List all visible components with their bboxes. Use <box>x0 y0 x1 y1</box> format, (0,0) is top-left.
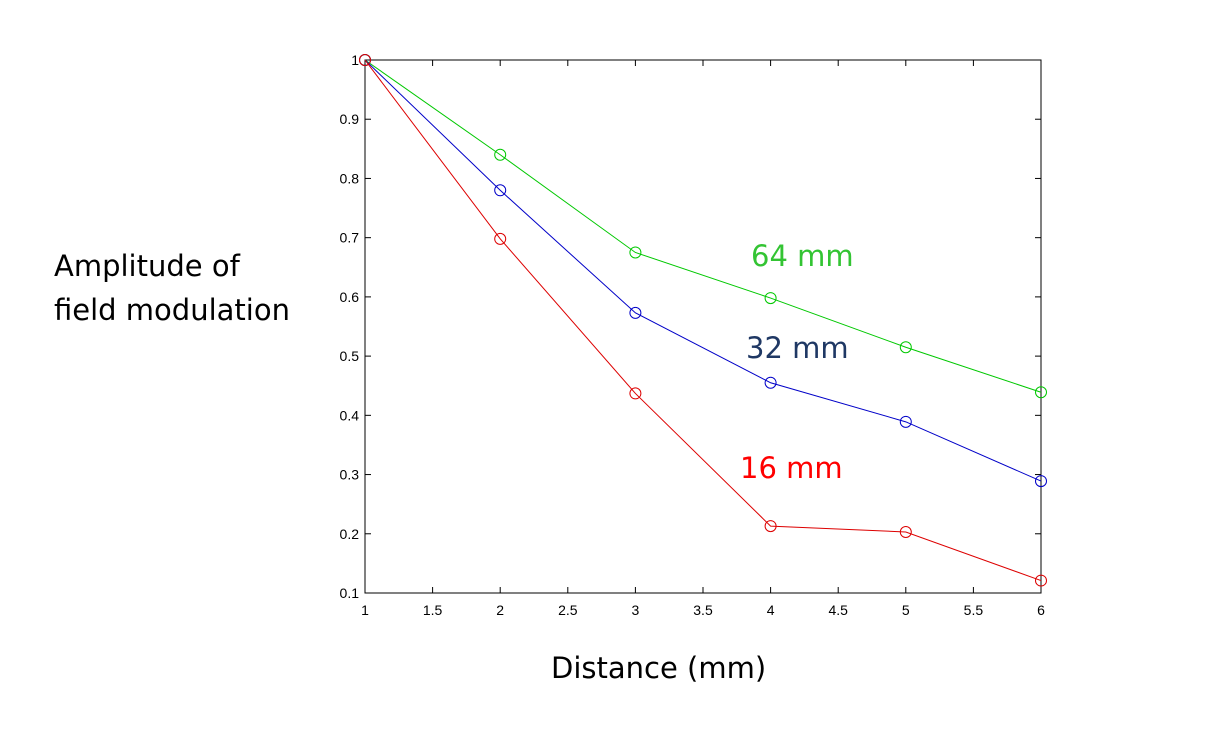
x-axis-title: Distance (mm) <box>551 651 767 685</box>
x-tick-label: 3 <box>632 602 640 618</box>
series-label-16mm: 16 mm <box>740 451 843 485</box>
data-point <box>764 292 777 305</box>
x-tick-label: 4 <box>767 602 775 618</box>
series-0 <box>359 54 1047 399</box>
data-point <box>899 341 912 354</box>
data-point <box>629 306 642 319</box>
series-line <box>364 59 1042 393</box>
series-label-64mm: 64 mm <box>751 239 854 273</box>
x-tick-label: 6 <box>1037 602 1045 618</box>
x-tick-label: 1 <box>361 602 369 618</box>
data-point <box>1035 475 1047 488</box>
data-point <box>359 54 371 66</box>
y-tick-label: 0.4 <box>340 407 360 423</box>
data-point <box>899 526 912 539</box>
x-tick-label: 2.5 <box>558 602 578 618</box>
y-tick-label: 0.6 <box>340 289 360 305</box>
y-tick-label: 0.5 <box>340 348 360 364</box>
series-2 <box>359 54 1047 587</box>
series-label-32mm: 32 mm <box>746 331 849 365</box>
x-tick-label: 2 <box>496 602 504 618</box>
y-tick-label: 0.7 <box>340 230 360 246</box>
y-tick-label: 0.3 <box>340 467 360 483</box>
data-point <box>629 246 642 259</box>
plot-area-frame <box>364 59 1042 594</box>
series-line <box>364 59 1042 482</box>
data-point <box>764 376 777 389</box>
y-tick-label: 1 <box>351 52 359 68</box>
x-tick-label: 5 <box>902 602 910 618</box>
data-point <box>494 184 507 197</box>
y-axis-title: Amplitude of field modulation <box>54 249 290 327</box>
series-1 <box>359 54 1047 488</box>
x-tick-label: 3.5 <box>693 602 713 618</box>
data-point <box>494 232 507 245</box>
data-point <box>1035 386 1047 399</box>
y-tick-label: 0.8 <box>340 170 360 186</box>
data-point <box>899 415 912 428</box>
x-tick-label: 4.5 <box>828 602 848 618</box>
data-point <box>629 387 642 400</box>
x-tick-label: 5.5 <box>964 602 984 618</box>
series-labels: 64 mm 32 mm 16 mm <box>740 239 854 485</box>
y-tick-label: 0.2 <box>340 526 360 542</box>
x-tick-label: 1.5 <box>423 602 443 618</box>
y-tick-label: 0.1 <box>340 585 360 601</box>
data-point <box>764 520 777 533</box>
y-tick-label: 0.9 <box>340 111 360 127</box>
series-group <box>359 54 1047 587</box>
data-point <box>494 148 507 161</box>
axis-ticks: 1 1.5 2 2.5 3 3.5 4 4.5 5 5.5 6 0.1 0.2 0.3 0.4 0.5 0.6 0… <box>340 52 1046 618</box>
series-line <box>364 59 1042 582</box>
data-point <box>1035 574 1047 587</box>
